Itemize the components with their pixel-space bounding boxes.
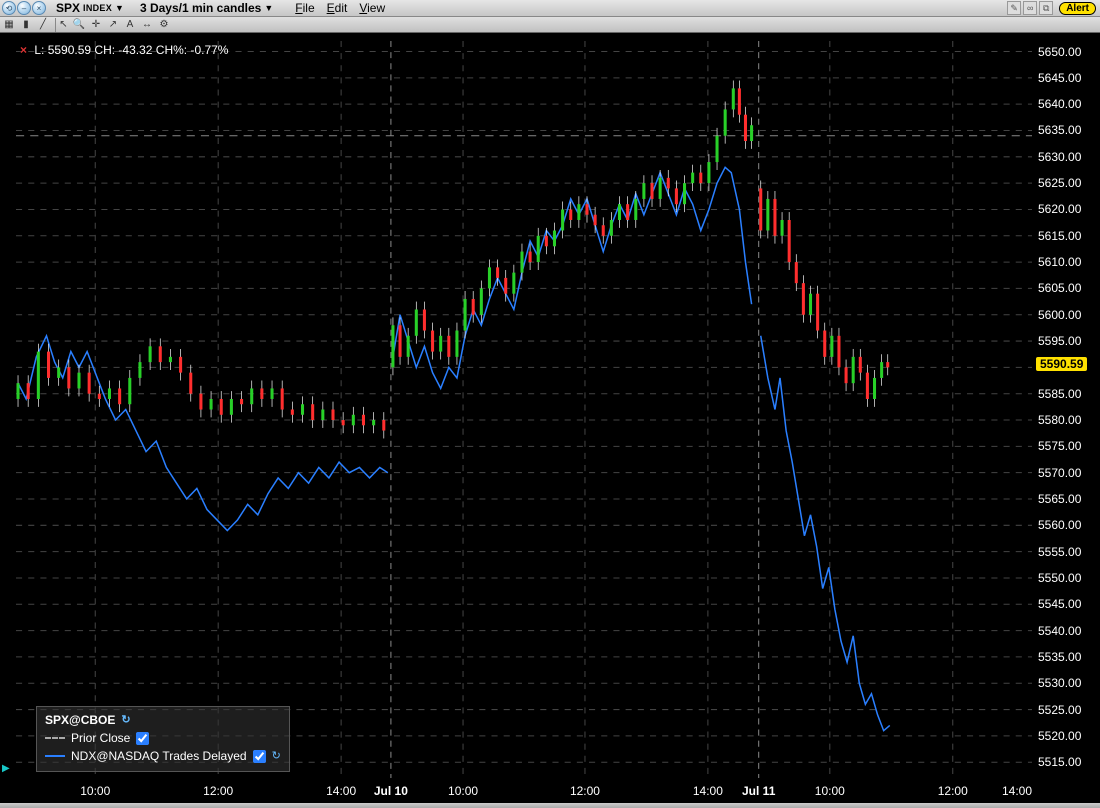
right-toolbar: ✎ ∞ ⧉ Alert bbox=[1007, 1, 1098, 15]
x-tick-label: 14:00 bbox=[326, 784, 356, 798]
x-tick-label: 12:00 bbox=[570, 784, 600, 798]
symbol-suffix: INDEX bbox=[83, 3, 112, 13]
x-tick-label: Jul 10 bbox=[374, 784, 408, 798]
y-tick-label: 5615.00 bbox=[1038, 229, 1081, 243]
plot-area[interactable]: × L: 5590.59 CH: -43.32 CH%: -0.77% SPX@… bbox=[16, 41, 1032, 778]
x-tick-label: 12:00 bbox=[938, 784, 968, 798]
y-tick-label: 5640.00 bbox=[1038, 97, 1081, 111]
ndx-swatch bbox=[45, 755, 65, 757]
left-marker-icon: ▶ bbox=[2, 763, 10, 774]
prior-close-toggle[interactable] bbox=[136, 732, 149, 745]
y-tick-label: 5585.00 bbox=[1038, 387, 1081, 401]
prior-close-swatch bbox=[45, 737, 65, 739]
refresh-icon[interactable]: ↻ bbox=[272, 747, 281, 765]
y-tick-label: 5605.00 bbox=[1038, 281, 1081, 295]
y-tick-label: 5600.00 bbox=[1038, 308, 1081, 322]
window-buttons: ⟲ – × bbox=[2, 1, 46, 15]
y-tick-label: 5575.00 bbox=[1038, 439, 1081, 453]
chevron-down-icon: ▼ bbox=[264, 3, 273, 13]
legend-prior-close: Prior Close bbox=[71, 729, 130, 747]
status-bar bbox=[0, 803, 1100, 808]
interval-label: 3 Days/1 min candles bbox=[140, 1, 261, 15]
draw-icon[interactable]: ↗ bbox=[106, 18, 120, 32]
y-tick-label: 5525.00 bbox=[1038, 703, 1081, 717]
y-tick-label: 5630.00 bbox=[1038, 150, 1081, 164]
x-tick-label: 14:00 bbox=[693, 784, 723, 798]
legend-ndx: NDX@NASDAQ Trades Delayed bbox=[71, 747, 247, 765]
y-tick-label: 5545.00 bbox=[1038, 597, 1081, 611]
close-overlay-icon[interactable]: × bbox=[20, 43, 27, 57]
legend-title: SPX@CBOE bbox=[45, 711, 115, 729]
symbol-ticker: SPX bbox=[56, 1, 80, 15]
y-current-value: 5590.59 bbox=[1036, 357, 1087, 371]
symbol-selector[interactable]: SPX INDEX ▼ bbox=[56, 1, 124, 15]
menu-view-rest: iew bbox=[367, 1, 385, 15]
link-icon[interactable]: ∞ bbox=[1023, 1, 1037, 15]
title-bar: ⟲ – × SPX INDEX ▼ 3 Days/1 min candles ▼… bbox=[0, 0, 1100, 17]
y-tick-label: 5560.00 bbox=[1038, 518, 1081, 532]
y-axis: 5515.00 5520.00 5525.00 5530.00 5535.00 5540.… bbox=[1034, 41, 1100, 778]
menu-edit[interactable]: Edit bbox=[323, 1, 352, 15]
y-tick-label: 5530.00 bbox=[1038, 676, 1081, 690]
y-tick-label: 5650.00 bbox=[1038, 45, 1081, 59]
y-tick-label: 5550.00 bbox=[1038, 571, 1081, 585]
chart-info-line: × L: 5590.59 CH: -43.32 CH%: -0.77% bbox=[20, 43, 228, 57]
y-tick-label: 5610.00 bbox=[1038, 255, 1081, 269]
text-icon[interactable]: A bbox=[123, 18, 137, 32]
y-tick-label: 5570.00 bbox=[1038, 466, 1081, 480]
y-tick-label: 5535.00 bbox=[1038, 650, 1081, 664]
x-tick-label: 10:00 bbox=[80, 784, 110, 798]
tool-icon-3[interactable]: ⧉ bbox=[1039, 1, 1053, 15]
y-tick-label: 5515.00 bbox=[1038, 755, 1081, 769]
window-restore-icon[interactable]: ⟲ bbox=[2, 1, 16, 15]
x-tick-label: 10:00 bbox=[448, 784, 478, 798]
y-tick-label: 5540.00 bbox=[1038, 624, 1081, 638]
ruler-icon[interactable]: ↔ bbox=[140, 18, 154, 32]
y-tick-label: 5520.00 bbox=[1038, 729, 1081, 743]
x-tick-label: 10:00 bbox=[815, 784, 845, 798]
ndx-toggle[interactable] bbox=[253, 750, 266, 763]
legend-box: SPX@CBOE ↻ Prior Close NDX@NASDAQ Trades… bbox=[36, 706, 290, 772]
y-tick-label: 5620.00 bbox=[1038, 202, 1081, 216]
pointer-icon[interactable]: ↖ bbox=[55, 18, 69, 32]
window-minimize-icon[interactable]: – bbox=[17, 1, 31, 15]
y-tick-label: 5555.00 bbox=[1038, 545, 1081, 559]
candles-icon[interactable]: ▮ bbox=[19, 18, 33, 32]
y-tick-label: 5595.00 bbox=[1038, 334, 1081, 348]
interval-selector[interactable]: 3 Days/1 min candles ▼ bbox=[140, 1, 273, 15]
crosshair-icon[interactable]: ✛ bbox=[89, 18, 103, 32]
zoom-icon[interactable]: 🔍 bbox=[72, 18, 86, 32]
menu-file-rest: ile bbox=[303, 1, 315, 15]
x-tick-label: 14:00 bbox=[1002, 784, 1032, 798]
refresh-icon[interactable]: ↻ bbox=[121, 711, 130, 729]
indicator-icon[interactable]: ▦ bbox=[2, 18, 16, 32]
chart-svg bbox=[16, 41, 1032, 778]
chart-area: × L: 5590.59 CH: -43.32 CH%: -0.77% SPX@… bbox=[0, 33, 1100, 808]
x-tick-label: Jul 11 bbox=[742, 784, 775, 798]
y-tick-label: 5580.00 bbox=[1038, 413, 1081, 427]
chevron-down-icon: ▼ bbox=[115, 3, 124, 13]
menu-file[interactable]: File bbox=[291, 1, 318, 15]
y-tick-label: 5635.00 bbox=[1038, 123, 1081, 137]
line-icon[interactable]: ╱ bbox=[36, 18, 50, 32]
menu-edit-rest: dit bbox=[335, 1, 348, 15]
y-tick-label: 5645.00 bbox=[1038, 71, 1081, 85]
window-close-icon[interactable]: × bbox=[32, 1, 46, 15]
info-text: L: 5590.59 CH: -43.32 CH%: -0.77% bbox=[34, 43, 228, 57]
alert-badge[interactable]: Alert bbox=[1059, 2, 1096, 15]
x-tick-label: 12:00 bbox=[203, 784, 233, 798]
settings-icon[interactable]: ⚙ bbox=[157, 18, 171, 32]
tool-icon-1[interactable]: ✎ bbox=[1007, 1, 1021, 15]
y-tick-label: 5625.00 bbox=[1038, 176, 1081, 190]
y-tick-label: 5565.00 bbox=[1038, 492, 1081, 506]
tool-icon-row: ▦ ▮ ╱ ↖ 🔍 ✛ ↗ A ↔ ⚙ bbox=[0, 17, 1100, 33]
menu-view[interactable]: View bbox=[355, 1, 389, 15]
